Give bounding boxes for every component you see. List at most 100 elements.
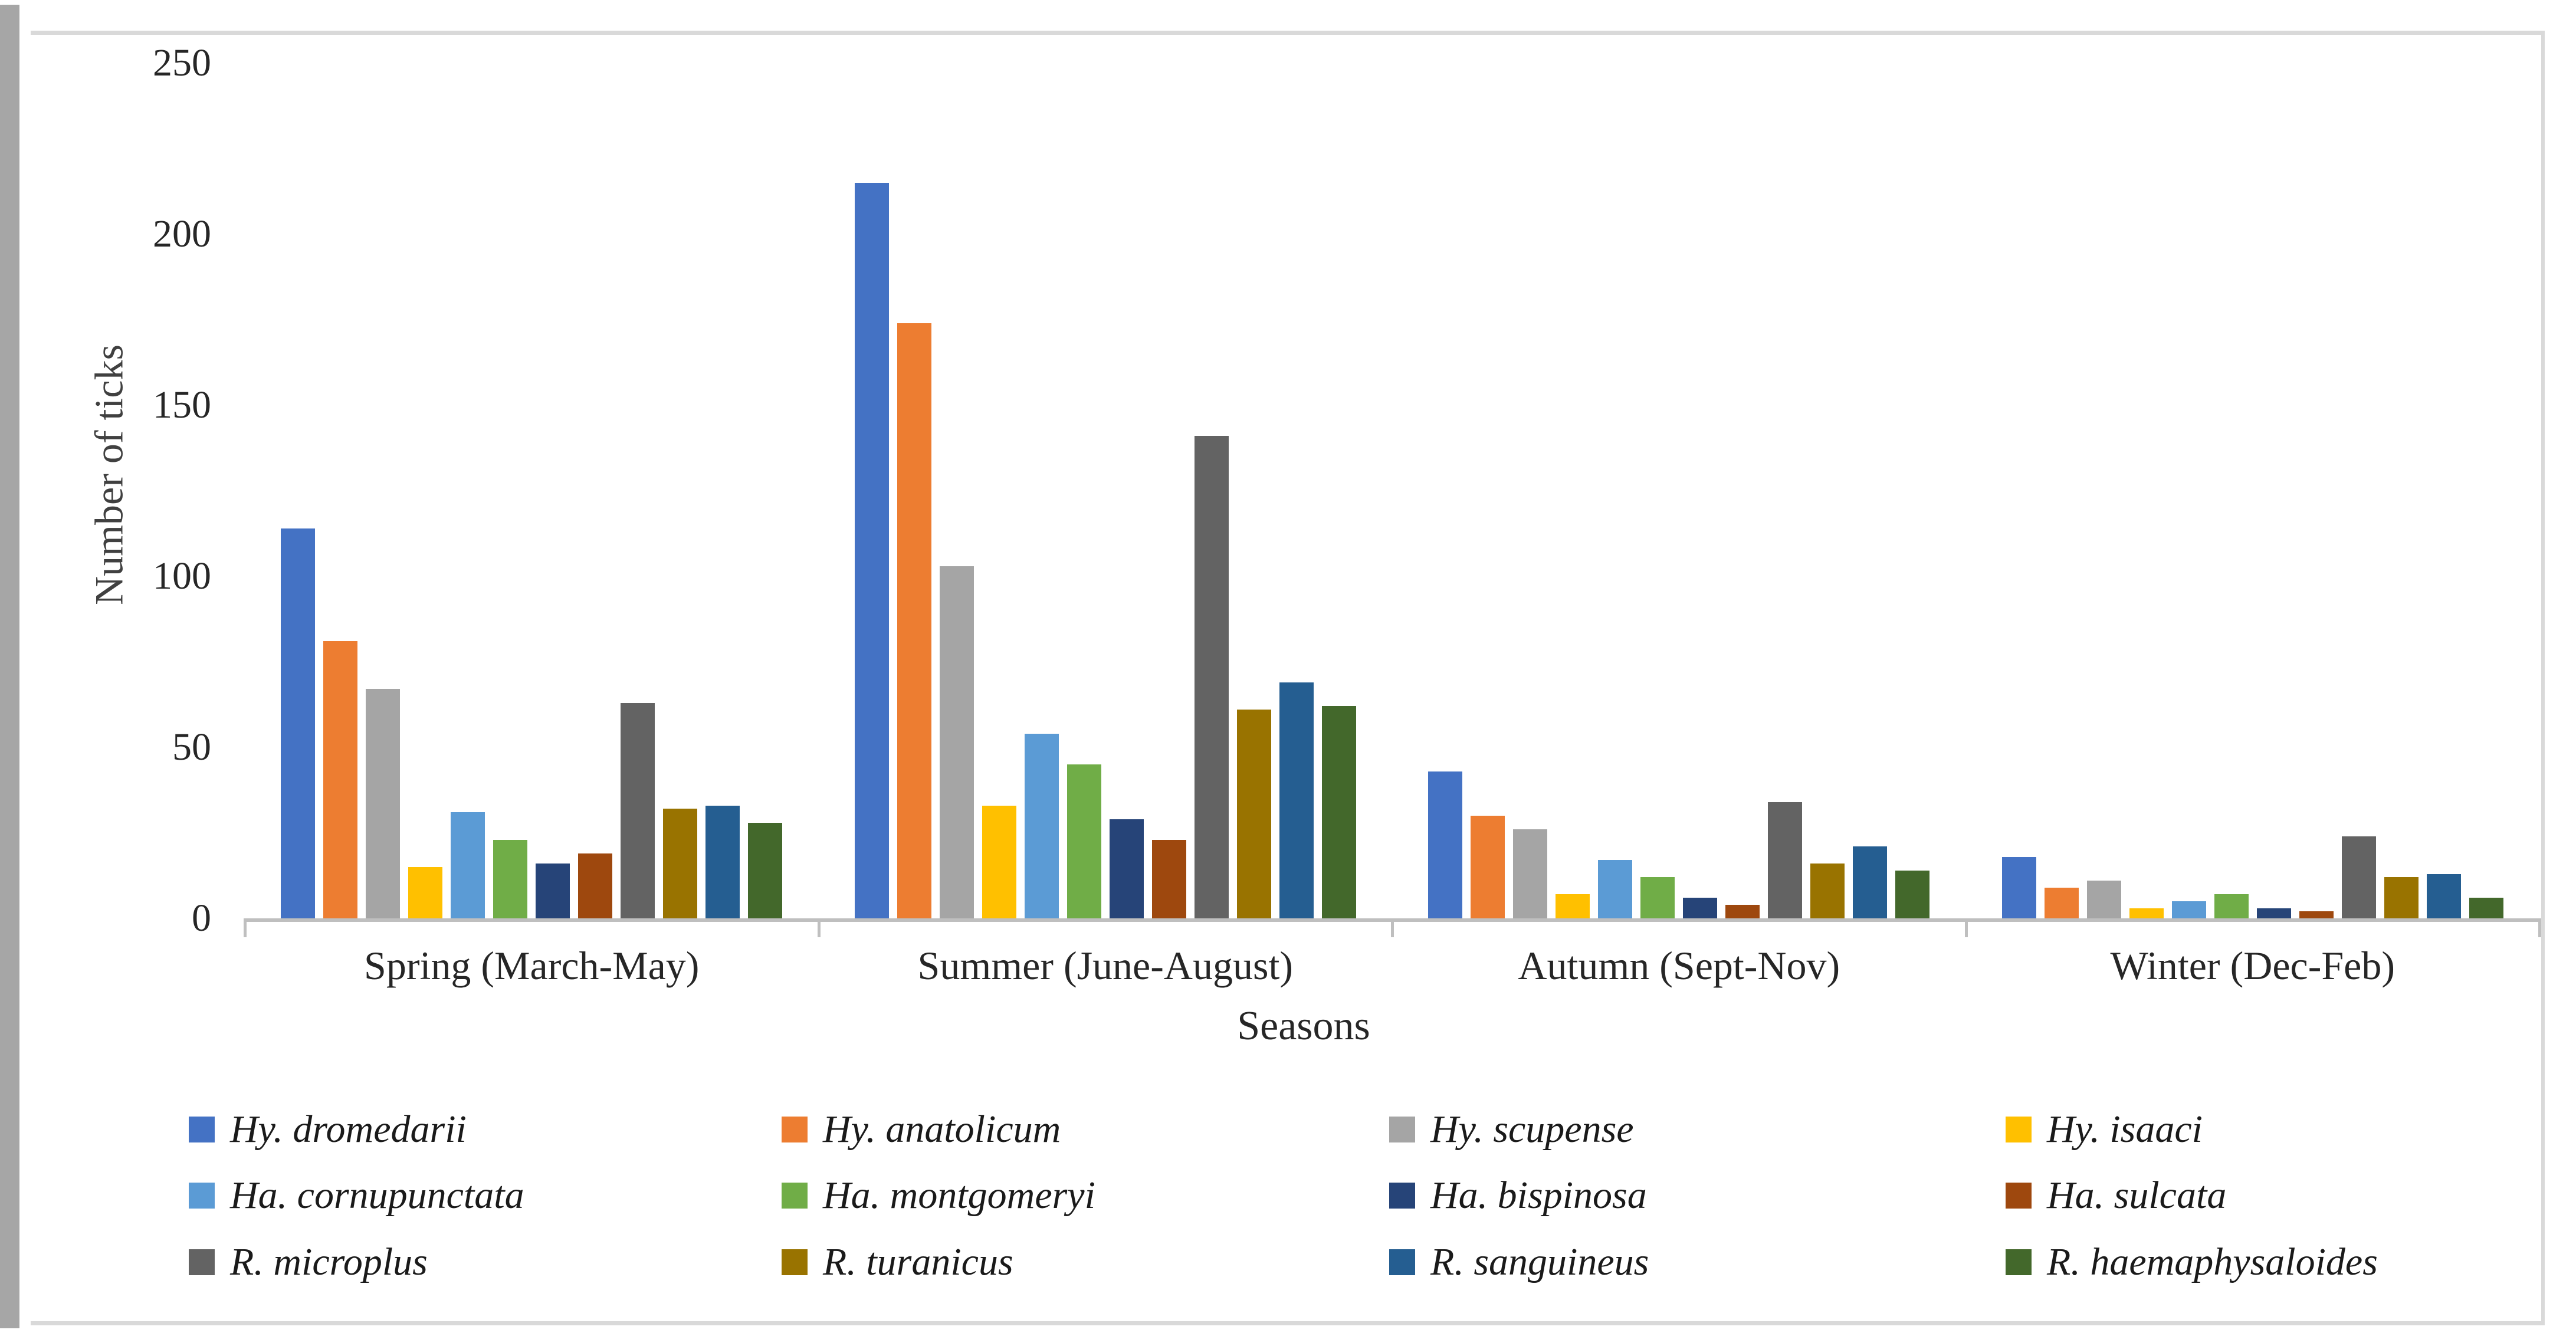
bar-ha-sulcata-cat3 — [2299, 911, 2334, 918]
legend-label: R. sanguineus — [1430, 1240, 1649, 1283]
bar-hy-isaaci-cat1 — [982, 806, 1016, 918]
legend-swatch — [189, 1117, 215, 1142]
legend-label: R. microplus — [230, 1240, 428, 1283]
bar-hy-anatolicum-cat2 — [1471, 816, 1505, 918]
legend-item-ha-cornupunctata: Ha. cornupunctata — [189, 1173, 524, 1218]
x-category-label: Summer (June-August) — [917, 943, 1293, 988]
legend-label: R. turanicus — [823, 1240, 1013, 1283]
bar-ha-cornupunctata-cat0 — [451, 812, 485, 918]
legend-item-r-sanguineus: R. sanguineus — [1389, 1240, 1649, 1285]
y-tick-label-150: 150 — [153, 383, 211, 426]
bar-r-microplus-cat3 — [2342, 836, 2376, 918]
chart-frame-top — [31, 31, 2545, 35]
legend-swatch — [1389, 1117, 1415, 1142]
bar-ha-sulcata-cat0 — [578, 853, 612, 918]
bar-ha-montgomeryi-cat0 — [493, 840, 527, 918]
bar-ha-bispinosa-cat3 — [2257, 908, 2291, 918]
bar-r-haemaphysaloides-cat2 — [1895, 871, 1929, 918]
bar-r-turanicus-cat0 — [663, 809, 697, 918]
legend-item-ha-montgomeryi: Ha. montgomeryi — [782, 1173, 1095, 1218]
bar-hy-scupense-cat3 — [2087, 881, 2121, 918]
x-axis-title: Seasons — [1237, 1003, 1370, 1049]
bar-r-sanguineus-cat1 — [1279, 682, 1314, 918]
legend-item-r-haemaphysaloides: R. haemaphysaloides — [2006, 1240, 2378, 1285]
bar-hy-dromedarii-cat1 — [855, 183, 889, 918]
bar-ha-sulcata-cat1 — [1152, 840, 1186, 918]
x-axis-tick-mark — [1391, 918, 1394, 937]
legend-item-r-turanicus: R. turanicus — [782, 1240, 1013, 1285]
y-tick-label-50: 50 — [172, 725, 211, 769]
bar-r-microplus-cat2 — [1768, 802, 1802, 918]
legend-swatch — [1389, 1249, 1415, 1275]
legend-item-hy-scupense: Hy. scupense — [1389, 1107, 1634, 1152]
bar-ha-sulcata-cat2 — [1725, 905, 1760, 918]
bar-r-turanicus-cat3 — [2384, 877, 2419, 918]
legend-swatch — [189, 1249, 215, 1275]
legend-label: R. haemaphysaloides — [2047, 1240, 2378, 1283]
x-axis-tick-mark — [818, 918, 821, 937]
x-category-label: Spring (March-May) — [364, 943, 700, 988]
legend-label: Ha. cornupunctata — [230, 1174, 524, 1217]
legend-label: Ha. sulcata — [2047, 1174, 2227, 1217]
chart-frame-right — [2541, 31, 2545, 1325]
x-category-label: Winter (Dec-Feb) — [2110, 943, 2395, 988]
bar-r-microplus-cat1 — [1195, 436, 1229, 918]
bar-r-haemaphysaloides-cat3 — [2469, 898, 2503, 918]
bar-r-sanguineus-cat0 — [705, 806, 740, 918]
bar-hy-dromedarii-cat3 — [2002, 857, 2036, 918]
legend-item-ha-bispinosa: Ha. bispinosa — [1389, 1173, 1647, 1218]
legend-swatch — [782, 1117, 808, 1142]
bar-r-sanguineus-cat2 — [1853, 846, 1887, 918]
bar-hy-isaaci-cat2 — [1556, 894, 1590, 918]
legend-label: Ha. montgomeryi — [823, 1174, 1095, 1217]
bar-hy-anatolicum-cat0 — [323, 641, 357, 918]
y-tick-label-100: 100 — [153, 554, 211, 597]
bar-ha-cornupunctata-cat2 — [1598, 860, 1632, 918]
legend-item-hy-dromedarii: Hy. dromedarii — [189, 1107, 467, 1152]
legend-label: Hy. isaaci — [2047, 1108, 2203, 1151]
bar-ha-cornupunctata-cat3 — [2172, 901, 2206, 918]
legend-label: Ha. bispinosa — [1430, 1174, 1647, 1217]
legend-swatch — [2006, 1249, 2032, 1275]
x-axis-tick-mark — [244, 918, 247, 937]
legend-swatch — [782, 1249, 808, 1275]
legend-swatch — [2006, 1117, 2032, 1142]
x-category-label: Autumn (Sept-Nov) — [1518, 943, 1840, 988]
legend-swatch — [2006, 1183, 2032, 1209]
chart-frame-bottom — [31, 1321, 2545, 1325]
bar-r-turanicus-cat1 — [1237, 710, 1271, 918]
bar-r-haemaphysaloides-cat0 — [748, 823, 782, 918]
bar-r-haemaphysaloides-cat1 — [1322, 706, 1356, 918]
legend-swatch — [782, 1183, 808, 1209]
legend-item-hy-isaaci: Hy. isaaci — [2006, 1107, 2203, 1152]
bar-hy-dromedarii-cat0 — [281, 528, 315, 918]
bar-ha-cornupunctata-cat1 — [1025, 734, 1059, 918]
legend-item-r-microplus: R. microplus — [189, 1240, 428, 1285]
bar-r-turanicus-cat2 — [1810, 864, 1845, 918]
y-tick-label-250: 250 — [153, 41, 211, 84]
bar-ha-montgomeryi-cat2 — [1640, 877, 1675, 918]
bar-hy-isaaci-cat0 — [408, 867, 442, 918]
bar-hy-scupense-cat1 — [940, 566, 974, 918]
x-axis-tick-mark — [2538, 918, 2541, 937]
y-tick-label-0: 0 — [192, 897, 211, 940]
bar-r-microplus-cat0 — [621, 703, 655, 918]
bar-ha-bispinosa-cat2 — [1683, 898, 1717, 918]
legend-label: Hy. scupense — [1430, 1108, 1634, 1151]
legend-label: Hy. dromedarii — [230, 1108, 467, 1151]
bar-hy-anatolicum-cat1 — [897, 323, 931, 918]
legend-item-hy-anatolicum: Hy. anatolicum — [782, 1107, 1061, 1152]
bar-hy-scupense-cat0 — [366, 689, 400, 918]
legend-label: Hy. anatolicum — [823, 1108, 1061, 1151]
legend-item-ha-sulcata: Ha. sulcata — [2006, 1173, 2226, 1218]
bar-hy-anatolicum-cat3 — [2045, 888, 2079, 918]
bar-ha-montgomeryi-cat3 — [2214, 894, 2249, 918]
x-axis-tick-mark — [1965, 918, 1968, 937]
legend-swatch — [189, 1183, 215, 1209]
y-tick-label-200: 200 — [153, 212, 211, 255]
bar-hy-scupense-cat2 — [1513, 829, 1547, 918]
bar-hy-dromedarii-cat2 — [1428, 771, 1462, 918]
bar-ha-bispinosa-cat0 — [536, 864, 570, 918]
window-left-edge-strip — [0, 5, 19, 1328]
